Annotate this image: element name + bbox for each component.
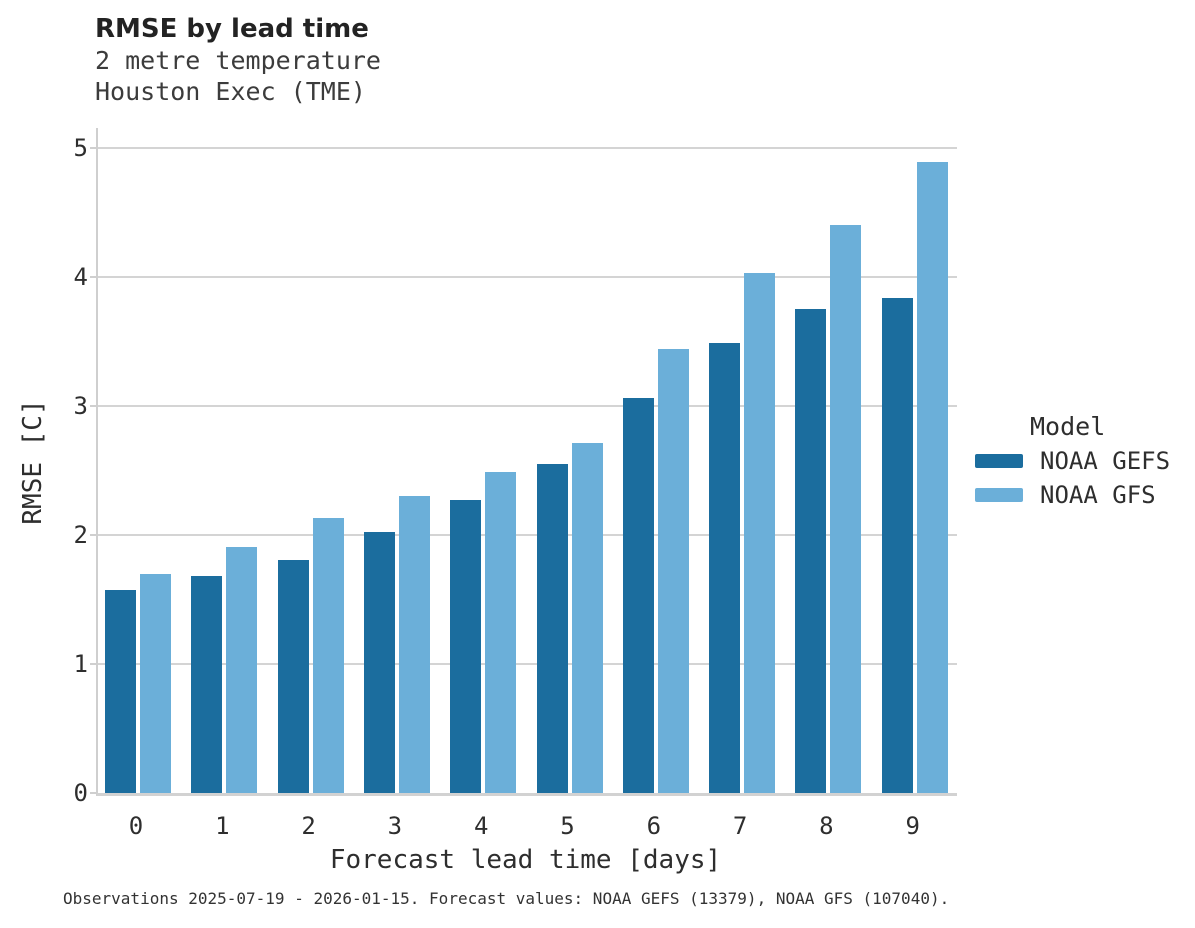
chart-subtitle-station: Houston Exec (TME) (95, 77, 366, 106)
chart-header: RMSE by lead time 2 metre temperature Ho… (95, 13, 381, 107)
bar-noaa-gefs-lead0 (105, 590, 136, 793)
x-tick-label-9: 9 (905, 812, 920, 840)
bar-noaa-gfs-lead6 (657, 349, 689, 793)
bar-noaa-gefs-lead5 (536, 464, 568, 793)
bar-noaa-gefs-lead8 (795, 309, 827, 793)
legend-swatch-icon (975, 454, 1023, 468)
bar-noaa-gfs-lead4 (485, 471, 517, 793)
y-tick-label-5: 5 (73, 134, 88, 162)
x-tick-label-1: 1 (215, 812, 230, 840)
x-tick-label-4: 4 (473, 812, 489, 840)
gridline-y3 (98, 405, 957, 407)
y-tick-mark-4 (90, 276, 96, 278)
y-tick-mark-5 (90, 147, 96, 149)
gridline-y5 (98, 147, 957, 149)
bar-noaa-gfs-lead2 (312, 518, 344, 793)
plot-area (96, 128, 957, 796)
y-tick-mark-2 (90, 534, 96, 536)
bar-noaa-gfs-lead0 (140, 573, 171, 793)
y-tick-label-4: 4 (73, 263, 88, 291)
legend-item-noaa-gefs: NOAA GEFS (975, 444, 1170, 478)
bar-noaa-gefs-lead4 (450, 500, 482, 793)
legend-label: NOAA GFS (1040, 481, 1156, 509)
gridline-y1 (98, 663, 957, 665)
x-tick-label-8: 8 (819, 812, 834, 840)
legend: Model NOAA GEFS NOAA GFS (975, 409, 1170, 512)
x-tick-label-7: 7 (732, 812, 748, 840)
x-tick-label-3: 3 (387, 812, 403, 840)
x-tick-label-2: 2 (301, 812, 316, 840)
y-tick-mark-0 (90, 792, 96, 794)
y-tick-label-2: 2 (73, 521, 88, 549)
bar-noaa-gefs-lead3 (363, 532, 395, 793)
bar-noaa-gefs-lead1 (191, 576, 223, 793)
y-tick-mark-1 (90, 663, 96, 665)
legend-label: NOAA GEFS (1040, 447, 1171, 475)
gridline-y4 (98, 276, 957, 278)
x-tick-label-6: 6 (646, 812, 662, 840)
y-tick-label-1: 1 (73, 650, 88, 678)
bar-noaa-gfs-lead7 (744, 273, 776, 793)
bar-noaa-gfs-lead8 (830, 225, 862, 793)
gridline-y2 (98, 534, 957, 536)
x-tick-label-0: 0 (128, 812, 144, 840)
legend-swatch-icon (975, 488, 1023, 502)
x-axis-title: Forecast lead time [days] (329, 845, 722, 875)
x-tick-label-5: 5 (560, 812, 575, 840)
bar-noaa-gefs-lead2 (277, 559, 309, 793)
legend-title: Model (1030, 412, 1106, 441)
y-tick-mark-3 (90, 405, 96, 407)
chart-title: RMSE by lead time (95, 14, 369, 44)
y-tick-label-3: 3 (73, 392, 88, 420)
bar-noaa-gefs-lead9 (881, 297, 913, 793)
bar-noaa-gefs-lead6 (622, 398, 654, 793)
legend-item-noaa-gfs: NOAA GFS (975, 478, 1170, 512)
bar-noaa-gfs-lead3 (398, 496, 430, 793)
chart-subtitle-variable: 2 metre temperature (95, 46, 381, 75)
bar-noaa-gfs-lead5 (571, 443, 603, 793)
caption: Observations 2025-07-19 - 2026-01-15. Fo… (63, 889, 950, 908)
bar-noaa-gefs-lead7 (709, 342, 741, 793)
bar-noaa-gfs-lead9 (916, 162, 948, 793)
y-tick-label-0: 0 (73, 779, 88, 807)
bar-noaa-gfs-lead1 (226, 546, 258, 793)
